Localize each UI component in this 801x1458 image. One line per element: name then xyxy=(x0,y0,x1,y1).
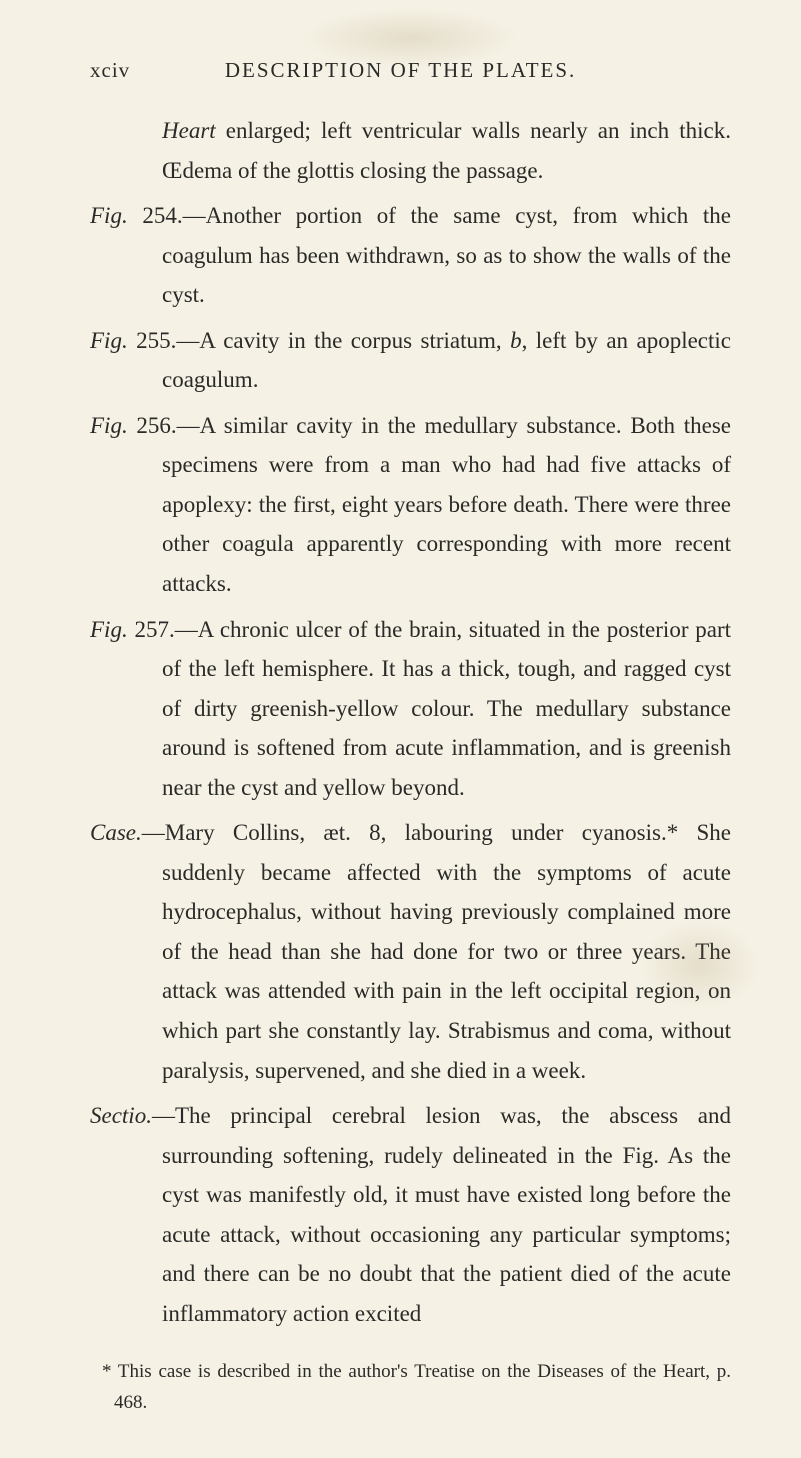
num-fig256: 256.— xyxy=(128,413,200,438)
label-heart: Heart xyxy=(162,118,216,143)
label-sectio: Sectio. xyxy=(90,1103,152,1128)
text-fig257: A chronic ulcer of the brain, situated i… xyxy=(162,617,731,800)
label-fig254: Fig. xyxy=(90,203,128,228)
text-fig255a: A cavity in the corpus striatum, xyxy=(199,328,510,353)
label-fig255: Fig. xyxy=(90,328,128,353)
inline-italic-b: b xyxy=(510,328,522,353)
footnote: * This case is described in the author's… xyxy=(90,1357,731,1418)
page-header: xciv DESCRIPTION OF THE PLATES. xyxy=(90,58,731,83)
paragraph-case: Case.—Mary Collins, æt. 8, labouring und… xyxy=(90,813,731,1090)
paragraph-sectio: Sectio.—The principal cerebral lesion wa… xyxy=(90,1096,731,1333)
page-number: xciv xyxy=(90,58,130,83)
num-fig257: 257.— xyxy=(128,617,198,642)
label-case: Case. xyxy=(90,820,142,845)
text-heart: enlarged; left ventricular walls nearly … xyxy=(162,118,731,183)
footnote-text: * This case is described in the author's… xyxy=(102,1361,731,1412)
paragraph-fig254: Fig. 254.—Another portion of the same cy… xyxy=(90,196,731,315)
paragraph-fig255: Fig. 255.—A cavity in the corpus striatu… xyxy=(90,321,731,400)
paragraph-heart: Heart enlarged; left ventricular walls n… xyxy=(90,111,731,190)
text-fig256: A similar cavity in the medullary substa… xyxy=(162,413,731,596)
paragraph-fig257: Fig. 257.—A chronic ulcer of the brain, … xyxy=(90,610,731,808)
page-title: DESCRIPTION OF THE PLATES. xyxy=(130,58,731,83)
text-case: —Mary Collins, æt. 8, labouring under cy… xyxy=(142,820,731,1082)
label-fig256: Fig. xyxy=(90,413,128,438)
num-fig254: 254.— xyxy=(128,203,206,228)
page-container: xciv DESCRIPTION OF THE PLATES. Heart en… xyxy=(0,0,801,1458)
label-fig257: Fig. xyxy=(90,617,128,642)
paragraph-fig256: Fig. 256.—A similar cavity in the medull… xyxy=(90,406,731,604)
text-fig254: Another portion of the same cyst, from w… xyxy=(162,203,731,307)
num-fig255: 255.— xyxy=(128,328,200,353)
text-sectio: —The principal cerebral lesion was, the … xyxy=(152,1103,731,1326)
